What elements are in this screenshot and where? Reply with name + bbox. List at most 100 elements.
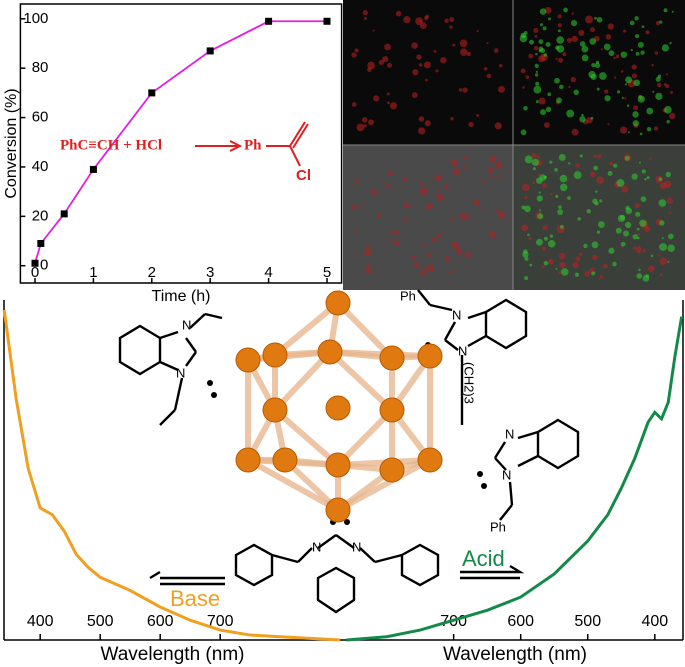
cell-spot [362, 117, 368, 123]
cell-spot [613, 56, 616, 60]
cell-spot [498, 85, 505, 93]
x-tick-label: 4 [264, 264, 272, 281]
cell-spot [625, 205, 630, 210]
x-tick-label: 600 [147, 613, 174, 630]
cell-spot [367, 67, 372, 72]
cell-spot [537, 213, 544, 220]
cell-spot [537, 173, 541, 177]
cell-spot [573, 171, 582, 180]
cell-spot [633, 79, 641, 87]
cell-spot [378, 59, 385, 66]
cell-spot [567, 196, 571, 200]
cell-spot [387, 101, 390, 105]
cell-spot [659, 220, 665, 226]
cell-spot [635, 246, 642, 253]
cell-spot [356, 123, 365, 132]
cell-spot [613, 76, 617, 79]
cell-spot [384, 43, 391, 51]
cell-spot [559, 183, 568, 192]
cell-spot [595, 190, 598, 193]
cell-spot [450, 117, 454, 121]
cell-spot [579, 116, 586, 123]
cell-spot [464, 165, 469, 169]
cell-spot [597, 221, 605, 228]
cell-spot [431, 236, 438, 243]
cell-spot [659, 243, 667, 251]
cell-spot [528, 53, 534, 59]
cluster-atom [272, 447, 298, 473]
cell-spot [494, 122, 502, 130]
x-tick-label: 1 [89, 264, 97, 281]
x-tick-label: 700 [207, 613, 234, 630]
cell-spot [641, 25, 645, 29]
cell-spot [621, 97, 624, 100]
x-tick-label: 500 [574, 613, 601, 630]
cell-spot [566, 109, 575, 118]
cell-spot [591, 241, 599, 249]
cell-spot [539, 209, 542, 212]
cluster-atom [235, 347, 261, 373]
cell-spot [483, 67, 488, 71]
cell-spot [548, 259, 554, 265]
cell-spot [403, 218, 408, 222]
cell-spot [581, 113, 584, 117]
cell-spot [434, 174, 442, 182]
cell-spot [403, 177, 408, 182]
cell-spot [361, 206, 365, 209]
cell-spot [448, 271, 451, 274]
cell-spot [403, 16, 411, 24]
cell-spot [540, 109, 547, 116]
cell-spot [646, 107, 654, 115]
cluster-atom [317, 339, 343, 365]
cell-spot [411, 255, 416, 261]
cell-spot [625, 76, 633, 84]
cell-spot [625, 221, 632, 229]
cell-spot [626, 104, 630, 107]
cell-spot [667, 244, 675, 253]
cell-spot [414, 262, 420, 268]
cell-spot [559, 261, 566, 269]
cell-spot [571, 128, 579, 136]
cell-spot [655, 76, 661, 82]
cell-spot [529, 263, 533, 267]
cell-spot [535, 52, 538, 56]
cell-spot [453, 168, 461, 176]
y-tick-label: 0 [40, 257, 48, 274]
cell-spot [541, 246, 547, 252]
cell-spot [535, 70, 538, 73]
atom-label: N [312, 539, 321, 554]
cell-spot [655, 20, 661, 26]
cell-spot [620, 51, 628, 58]
cell-spot [521, 224, 529, 232]
cell-spot [586, 208, 591, 214]
cell-spot [426, 203, 433, 211]
cell-spot [497, 210, 506, 219]
cell-spot [637, 250, 641, 254]
microscopy-images [343, 0, 685, 290]
cell-spot [525, 75, 530, 79]
data-line [346, 316, 684, 642]
cell-spot [639, 219, 647, 227]
cell-spot [420, 269, 427, 277]
reaction-reactants: PhC≡CH + HCl [60, 137, 162, 153]
cell-spot [644, 226, 651, 233]
cell-spot [519, 34, 528, 43]
cell-spot [449, 17, 455, 23]
cluster-bond [272, 349, 333, 413]
cell-spot [581, 45, 589, 53]
cell-spot [425, 78, 428, 82]
cell-spot [616, 178, 625, 187]
cell-spot [466, 51, 471, 57]
cell-spot [538, 39, 544, 45]
cell-spot [424, 120, 431, 127]
cell-spot [533, 45, 539, 51]
cell-spot [571, 12, 574, 15]
cell-spot [412, 69, 419, 76]
cell-spot [364, 266, 372, 274]
cell-spot [528, 236, 532, 241]
cell-spot [527, 233, 530, 237]
cell-spot [560, 268, 569, 276]
acid-label: Acid [462, 546, 505, 571]
cell-spot [488, 230, 497, 239]
cell-spot [533, 27, 539, 33]
